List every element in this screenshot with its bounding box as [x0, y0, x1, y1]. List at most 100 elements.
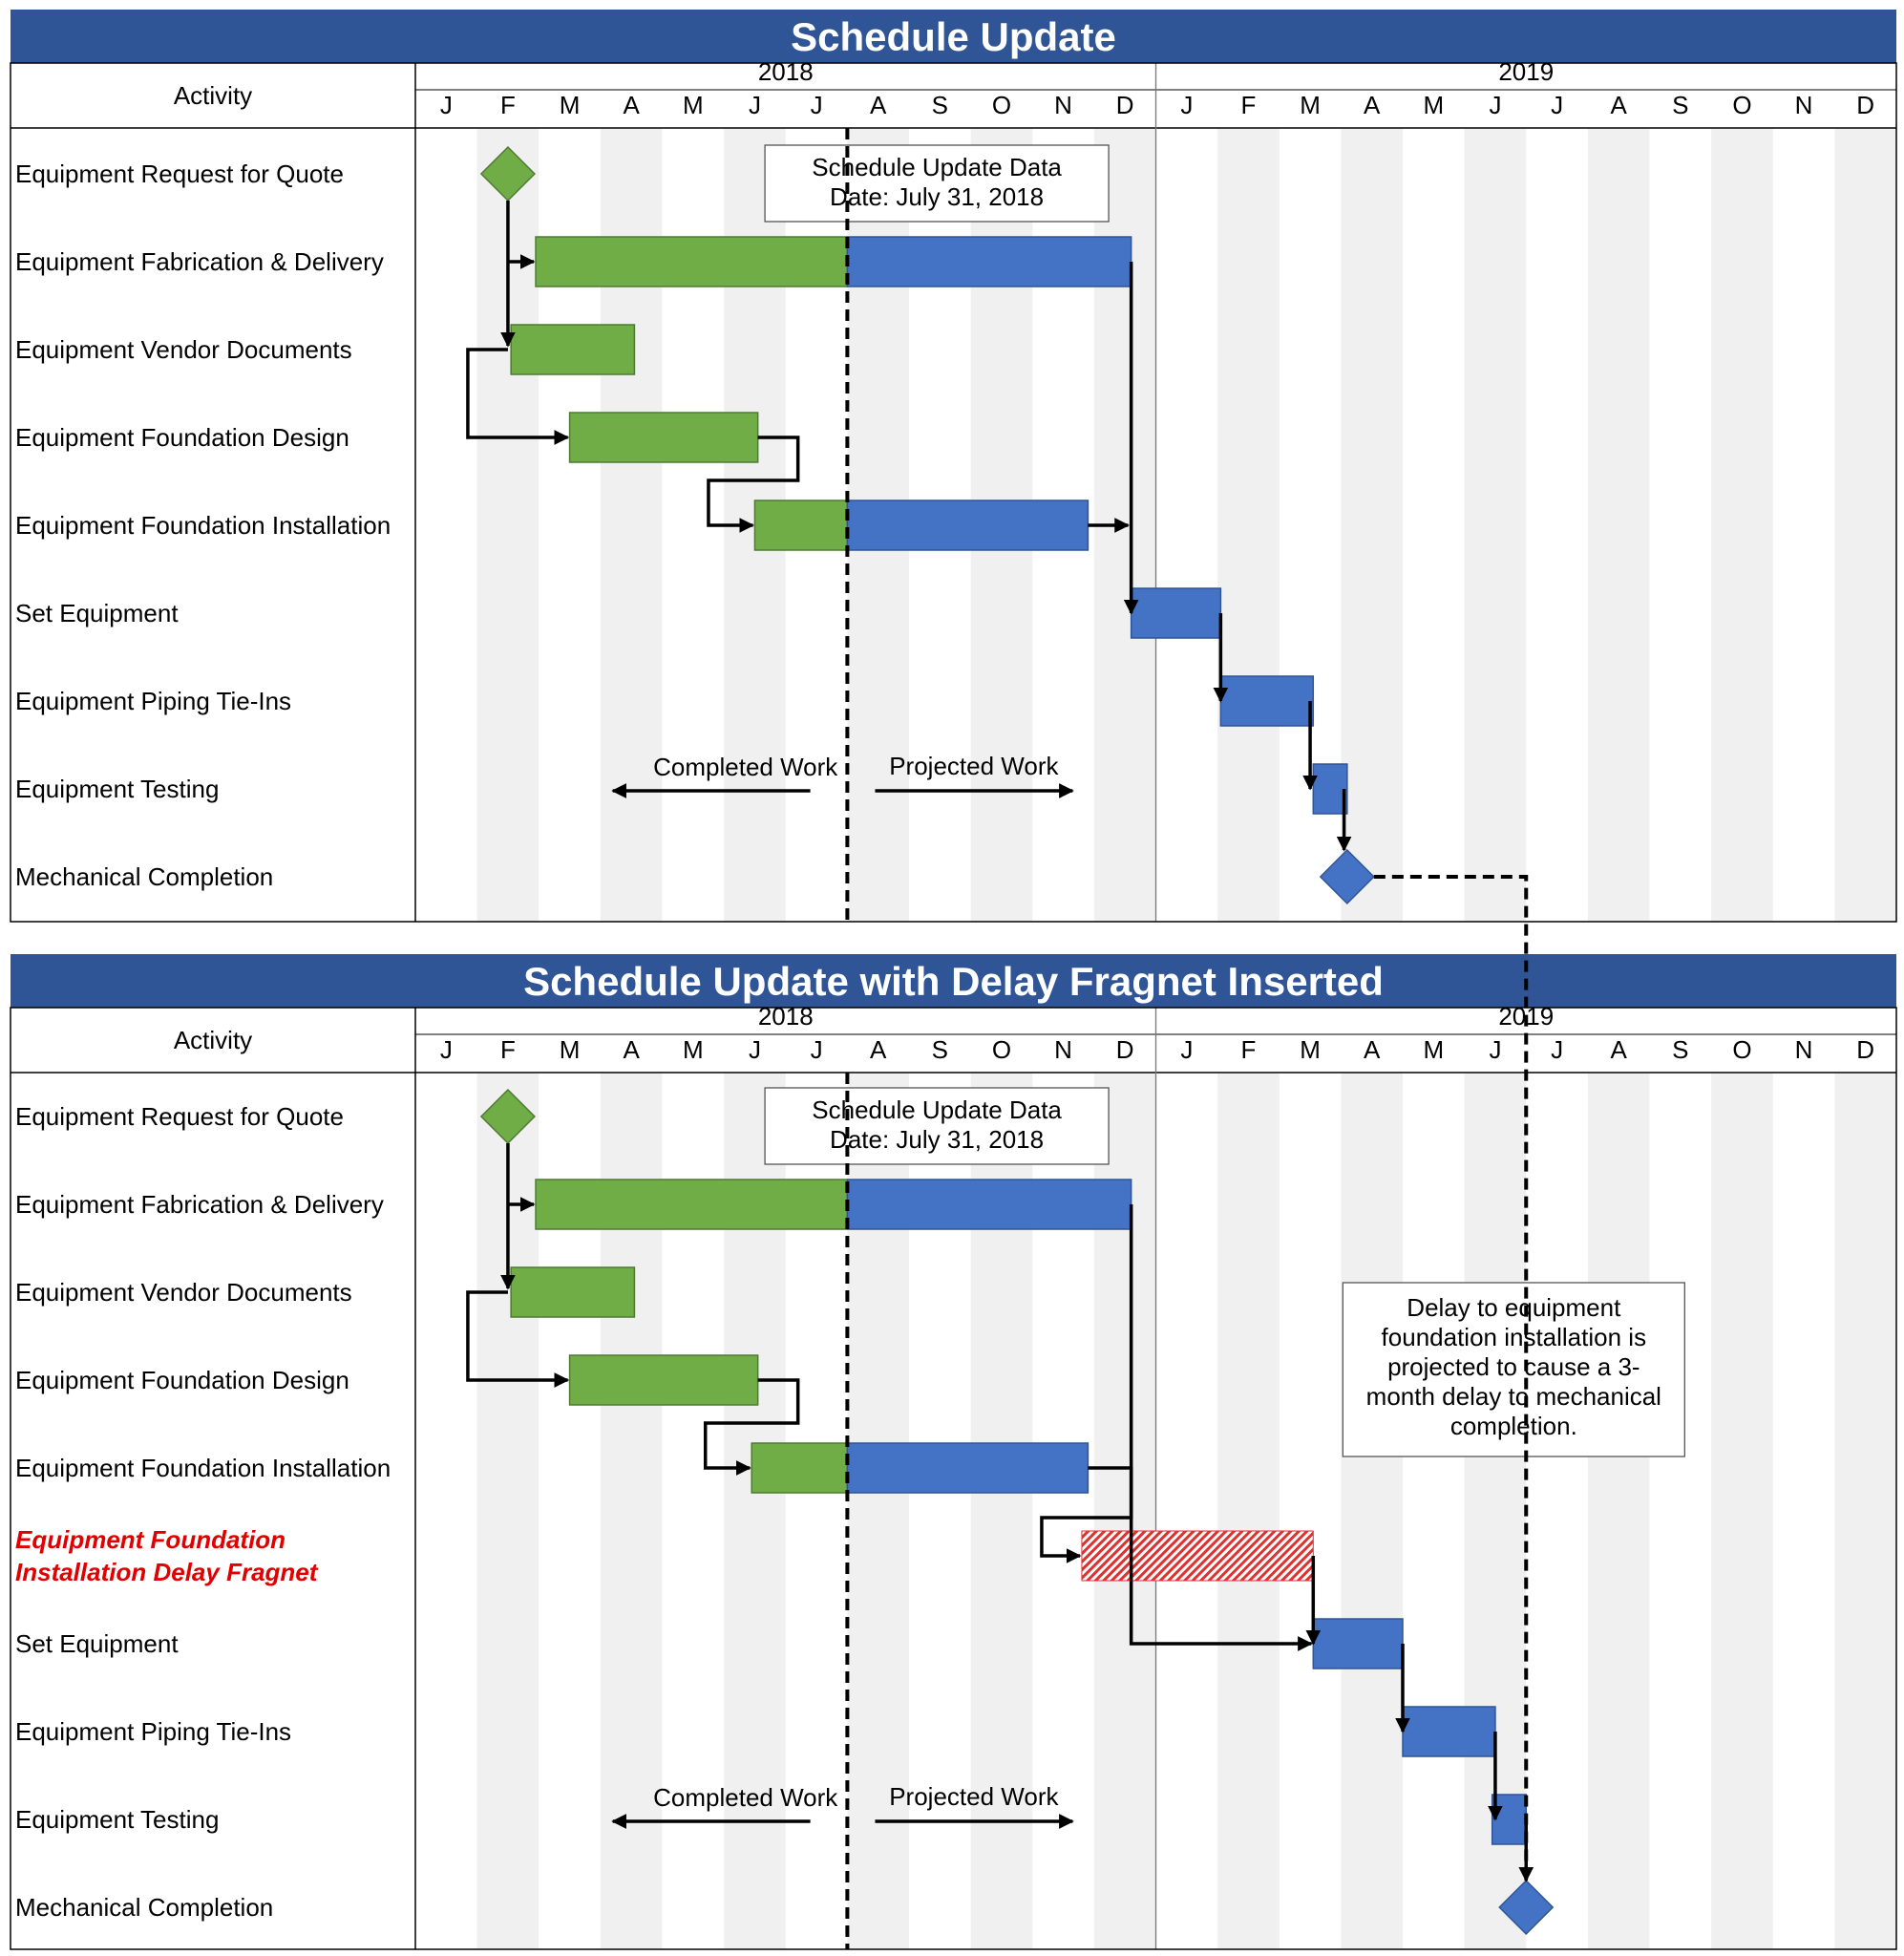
activity-label: Equipment Testing: [15, 775, 219, 803]
delay-note-text: completion.: [1450, 1412, 1577, 1440]
projected-bar: [846, 500, 1090, 551]
activity-label: Equipment Fabrication & Delivery: [15, 1190, 384, 1219]
activity-label: Equipment Foundation Installation: [15, 511, 391, 540]
year-label: 2018: [758, 1002, 814, 1031]
chart-title: Schedule Update with Delay Fragnet Inser…: [523, 959, 1384, 1004]
status-date-box: [764, 144, 1110, 223]
month-tick-label: J: [1180, 1035, 1193, 1064]
fragnet-activity-label: Equipment Foundation: [15, 1525, 286, 1554]
activity-label: Set Equipment: [15, 599, 179, 627]
month-shade: [1711, 1073, 1773, 1949]
projected-bar: [1402, 1706, 1496, 1757]
activity-label: Equipment Foundation Design: [15, 1366, 349, 1394]
month-tick-label: A: [1611, 91, 1628, 119]
projected-bar: [1312, 1618, 1404, 1669]
projected-bar: [846, 236, 1132, 287]
month-shade: [1587, 1073, 1650, 1949]
completed-bar: [753, 500, 849, 551]
month-tick-label: S: [932, 91, 948, 119]
month-tick-label: S: [932, 1035, 948, 1064]
completed-bar: [568, 412, 759, 463]
activity-column-header: Activity: [174, 81, 252, 110]
month-shade: [1834, 128, 1896, 922]
month-tick-label: M: [683, 91, 704, 119]
dependency-link: [1040, 1466, 1133, 1563]
dependency-link: [466, 348, 570, 445]
month-tick-label: S: [1672, 91, 1688, 119]
month-tick-label: J: [749, 1035, 761, 1064]
milestone-marker: [1319, 848, 1375, 905]
month-tick-label: N: [1795, 1035, 1813, 1064]
month-tick-label: F: [1240, 1035, 1256, 1064]
year-label: 2019: [1498, 57, 1554, 86]
activity-label: Equipment Fabrication & Delivery: [15, 247, 384, 276]
month-tick-label: J: [1551, 91, 1563, 119]
month-shade: [1341, 1073, 1403, 1949]
delay-note-text: foundation installation is: [1382, 1323, 1647, 1351]
projected-bar: [1312, 763, 1348, 815]
completed-bar: [535, 1179, 849, 1230]
month-tick-label: F: [500, 1035, 516, 1064]
month-tick-label: M: [683, 1035, 704, 1064]
month-tick-label: A: [624, 91, 641, 119]
month-tick-label: A: [1364, 91, 1381, 119]
activity-label: Mechanical Completion: [15, 1893, 273, 1922]
month-tick-label: D: [1116, 91, 1134, 119]
month-tick-label: D: [1856, 1035, 1874, 1064]
month-tick-label: S: [1672, 1035, 1688, 1064]
activity-label: Equipment Vendor Documents: [15, 335, 352, 364]
month-shade: [1217, 128, 1280, 922]
dependency-link: [707, 436, 800, 533]
month-tick-label: O: [1732, 91, 1751, 119]
completed-bar: [510, 1266, 636, 1318]
projected-work-label: Projected Work: [889, 752, 1059, 780]
month-tick-label: J: [1489, 91, 1501, 119]
month-tick-label: O: [992, 91, 1011, 119]
month-shade: [1711, 128, 1773, 922]
title-bar: [11, 954, 1896, 1008]
delay-note-box: [1342, 1282, 1685, 1457]
completed-bar: [751, 1442, 849, 1494]
status-date-box: [764, 1087, 1110, 1165]
month-tick-label: M: [1300, 91, 1321, 119]
status-date-text: Date: July 31, 2018: [830, 1125, 1044, 1154]
completed-bar: [510, 324, 636, 375]
completed-bar: [568, 1354, 759, 1406]
month-shade: [1464, 128, 1527, 922]
activity-label: Equipment Piping Tie-Ins: [15, 1717, 291, 1746]
milestone-marker: [1498, 1879, 1555, 1936]
month-tick-label: M: [1300, 1035, 1321, 1064]
projected-work-label: Projected Work: [889, 1782, 1059, 1811]
panel-frame: [10, 1007, 1897, 1950]
month-tick-label: D: [1856, 91, 1874, 119]
activity-label: Equipment Request for Quote: [15, 1102, 344, 1131]
delay-note-text: Delay to equipment: [1407, 1293, 1621, 1322]
chart-title: Schedule Update: [791, 14, 1116, 59]
activity-column-header: Activity: [174, 1026, 252, 1054]
fragnet-activity-label: Installation Delay Fragnet: [15, 1558, 319, 1586]
activity-label: Equipment Vendor Documents: [15, 1278, 352, 1307]
month-tick-label: A: [870, 1035, 887, 1064]
year-label: 2018: [758, 57, 814, 86]
completion-shift-line: [1373, 875, 1529, 1881]
month-tick-label: M: [560, 1035, 581, 1064]
month-tick-label: J: [749, 91, 761, 119]
activity-label: Equipment Foundation Design: [15, 423, 349, 452]
month-tick-label: M: [1423, 91, 1444, 119]
month-tick-label: A: [1611, 1035, 1628, 1064]
month-shade: [1587, 128, 1650, 922]
projected-bar: [1130, 587, 1222, 639]
activity-label: Equipment Foundation Installation: [15, 1454, 391, 1482]
activity-label: Mechanical Completion: [15, 862, 273, 891]
month-tick-label: J: [811, 91, 823, 119]
month-tick-label: J: [440, 1035, 453, 1064]
dependency-link: [1129, 1204, 1313, 1651]
month-tick-label: F: [500, 91, 516, 119]
panel-frame: [10, 62, 1897, 923]
month-tick-label: M: [1423, 1035, 1444, 1064]
month-tick-label: A: [624, 1035, 641, 1064]
projected-bar: [846, 1179, 1132, 1230]
projected-bar: [846, 1442, 1090, 1494]
status-date-text: Date: July 31, 2018: [830, 182, 1044, 211]
